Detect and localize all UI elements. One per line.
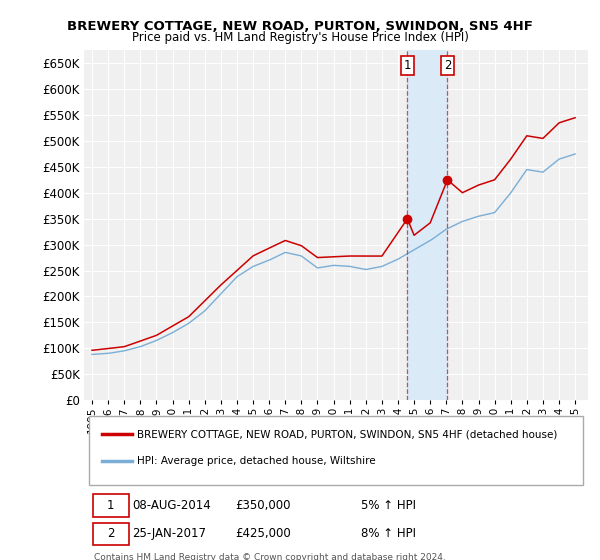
FancyBboxPatch shape — [92, 523, 129, 545]
Text: BREWERY COTTAGE, NEW ROAD, PURTON, SWINDON, SN5 4HF: BREWERY COTTAGE, NEW ROAD, PURTON, SWIND… — [67, 20, 533, 32]
Text: BREWERY COTTAGE, NEW ROAD, PURTON, SWINDON, SN5 4HF (detached house): BREWERY COTTAGE, NEW ROAD, PURTON, SWIND… — [137, 430, 557, 439]
Text: £350,000: £350,000 — [235, 499, 290, 512]
Text: Price paid vs. HM Land Registry's House Price Index (HPI): Price paid vs. HM Land Registry's House … — [131, 31, 469, 44]
Text: HPI: Average price, detached house, Wiltshire: HPI: Average price, detached house, Wilt… — [137, 456, 376, 466]
Text: 8% ↑ HPI: 8% ↑ HPI — [361, 528, 416, 540]
Text: Contains HM Land Registry data © Crown copyright and database right 2024.
This d: Contains HM Land Registry data © Crown c… — [94, 553, 446, 560]
Text: 1: 1 — [404, 59, 411, 72]
Text: £425,000: £425,000 — [235, 528, 291, 540]
Text: 5% ↑ HPI: 5% ↑ HPI — [361, 499, 416, 512]
FancyBboxPatch shape — [92, 494, 129, 517]
Text: 1: 1 — [107, 499, 115, 512]
Text: 25-JAN-2017: 25-JAN-2017 — [132, 528, 206, 540]
Text: 2: 2 — [107, 528, 115, 540]
Bar — [407, 50, 448, 400]
Text: 2: 2 — [443, 59, 451, 72]
Text: 08-AUG-2014: 08-AUG-2014 — [132, 499, 211, 512]
FancyBboxPatch shape — [89, 417, 583, 485]
